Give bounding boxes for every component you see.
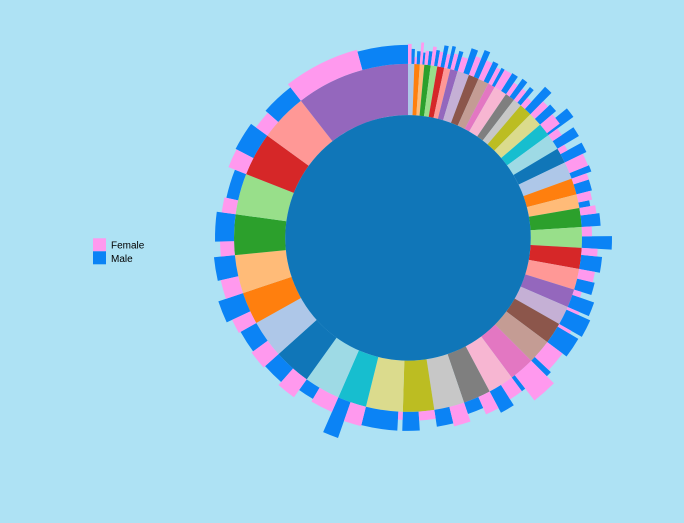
- svg-text:Female: Female: [111, 241, 145, 252]
- svg-text:Male: Male: [111, 254, 133, 265]
